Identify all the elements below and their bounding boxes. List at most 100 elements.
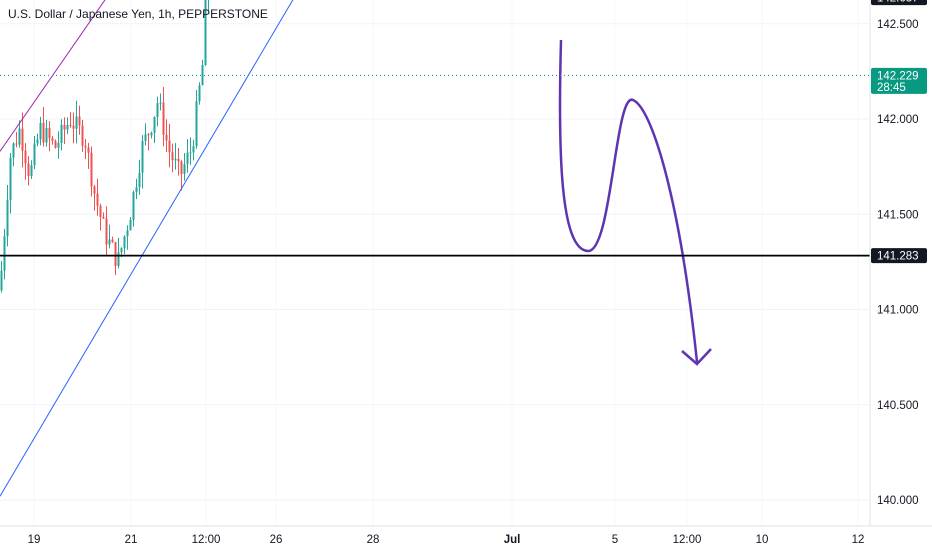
candle-body	[177, 158, 180, 162]
candle-body	[93, 186, 96, 194]
candle-body	[24, 150, 27, 164]
y-tick-label: 140.500	[877, 400, 919, 412]
x-tick-label: 12:00	[192, 534, 221, 546]
candle-body	[6, 200, 9, 237]
candle-body	[75, 116, 78, 129]
candle-body	[3, 236, 6, 271]
candle-body	[129, 219, 132, 231]
candle-body	[30, 165, 33, 177]
candle-body	[132, 191, 135, 220]
y-tick-label: 140.000	[877, 495, 919, 507]
candle-body	[84, 145, 87, 148]
candle-body	[138, 172, 141, 188]
projection-arrowhead	[681, 348, 712, 366]
chart-drawings	[0, 0, 712, 497]
candle-body	[117, 252, 120, 266]
candle-body	[180, 161, 183, 174]
candle-body	[144, 134, 147, 141]
candle-body	[168, 140, 171, 153]
candle-body	[21, 128, 24, 151]
x-tick-label: Jul	[504, 534, 521, 546]
countdown-label: 28:45	[877, 82, 906, 94]
candle-body	[147, 134, 150, 136]
time-axis[interactable]: 19 21 12:00 26 28 Jul 5 12:00 10 12	[0, 525, 932, 546]
candle-body	[156, 103, 159, 117]
candle-body	[63, 124, 66, 130]
channel-upper-line	[0, 0, 106, 152]
x-tick-label: 26	[270, 534, 283, 546]
chart-title: U.S. Dollar / Japanese Yen, 1h, PEPPERST…	[8, 7, 268, 21]
x-tick-label: 5	[612, 534, 618, 546]
candle-body	[48, 127, 51, 139]
candle-body	[105, 218, 108, 245]
candle-body	[87, 147, 90, 153]
candle-body	[189, 152, 192, 154]
price-badge	[871, 248, 927, 264]
candle-body	[120, 248, 123, 253]
candle-body	[15, 143, 18, 145]
candle-body	[99, 205, 102, 217]
x-tick-label: 12:00	[673, 534, 702, 546]
candle-body	[18, 128, 21, 145]
candle-body	[54, 140, 57, 148]
projection-path	[558, 39, 699, 363]
candle-body	[162, 102, 165, 135]
candle-body	[90, 152, 93, 187]
candle-body	[96, 193, 99, 206]
candle-body	[66, 124, 69, 130]
x-tick-label: 12	[852, 534, 865, 546]
price-badge-label: 141.283	[877, 251, 919, 263]
y-tick-label: 141.500	[877, 209, 919, 221]
candle-body	[51, 138, 54, 141]
candle-body	[102, 216, 105, 219]
y-tick-label: 142.500	[877, 19, 919, 31]
x-tick-label: 19	[28, 534, 41, 546]
price-badge	[871, 0, 927, 6]
candle-body	[198, 85, 201, 102]
candle-body	[45, 127, 48, 143]
candle-body	[183, 164, 186, 174]
candle-body	[111, 239, 114, 243]
candle-body	[60, 124, 63, 143]
candle-body	[57, 142, 60, 148]
candlestick-series	[0, 0, 209, 293]
y-tick-label: 142.000	[877, 114, 919, 126]
candle-body	[72, 125, 75, 129]
price-badge	[871, 67, 927, 94]
x-tick-label: 10	[756, 534, 769, 546]
price-badge-label: 142.229	[877, 70, 919, 82]
x-tick-label: 28	[367, 534, 380, 546]
channel-lower-line	[0, 0, 294, 497]
candle-body	[9, 157, 12, 201]
candle-body	[39, 122, 42, 140]
price-axis[interactable]: 140.000 140.500 141.000 141.500 142.000 142.5…	[869, 0, 919, 526]
candle-body	[108, 239, 111, 245]
candle-body	[12, 143, 15, 158]
candle-body	[81, 125, 84, 146]
candle-body	[42, 122, 45, 143]
candle-body	[192, 146, 195, 153]
candle-body	[195, 101, 198, 147]
candle-body	[150, 132, 153, 136]
price-badge-label: 142.637	[877, 0, 919, 5]
candle-body	[36, 139, 39, 144]
x-tick-label: 21	[125, 534, 138, 546]
candle-body	[204, 0, 207, 66]
chart-grid	[0, 23, 870, 501]
candle-body	[27, 163, 30, 177]
candle-body	[171, 152, 174, 161]
candle-body	[201, 65, 204, 86]
level-lines	[0, 74, 870, 257]
candle-body	[123, 236, 126, 249]
candle-body	[114, 242, 117, 266]
candle-body	[0, 270, 3, 291]
candle-body	[135, 187, 138, 192]
y-tick-label: 141.000	[877, 305, 919, 317]
candle-body	[78, 116, 81, 126]
price-badges: 144.879144.686142.844142.814142.637142.2…	[871, 0, 927, 264]
candle-body	[126, 230, 129, 237]
candle-body	[165, 134, 168, 141]
candle-body	[159, 102, 162, 104]
candle-body	[69, 124, 72, 126]
